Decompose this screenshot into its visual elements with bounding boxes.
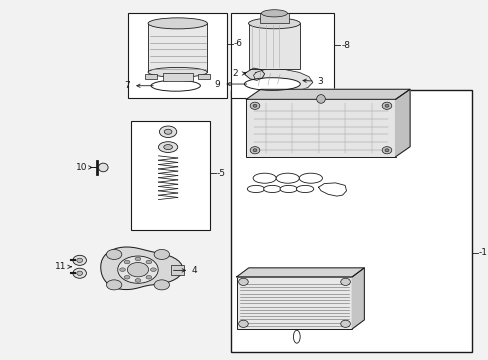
Bar bbox=[246, 99, 395, 157]
Ellipse shape bbox=[77, 271, 82, 275]
Polygon shape bbox=[246, 89, 409, 99]
Ellipse shape bbox=[151, 80, 200, 91]
Ellipse shape bbox=[244, 78, 300, 90]
Ellipse shape bbox=[247, 185, 264, 193]
Ellipse shape bbox=[158, 142, 177, 152]
Bar bbox=[145, 74, 157, 80]
Ellipse shape bbox=[98, 163, 108, 172]
Text: -6: -6 bbox=[233, 39, 243, 48]
Bar bbox=[230, 13, 334, 98]
Ellipse shape bbox=[280, 185, 297, 193]
Ellipse shape bbox=[250, 147, 259, 154]
Text: 11: 11 bbox=[55, 262, 66, 271]
Ellipse shape bbox=[135, 257, 141, 261]
Ellipse shape bbox=[150, 268, 156, 271]
Polygon shape bbox=[351, 268, 364, 329]
Ellipse shape bbox=[135, 279, 141, 282]
Ellipse shape bbox=[124, 275, 130, 279]
Bar bbox=[170, 265, 184, 275]
Text: -8: -8 bbox=[341, 41, 349, 50]
Ellipse shape bbox=[250, 102, 259, 109]
Ellipse shape bbox=[253, 173, 276, 183]
Ellipse shape bbox=[253, 149, 256, 152]
Text: 4: 4 bbox=[173, 266, 197, 275]
Ellipse shape bbox=[163, 145, 172, 150]
Bar bbox=[260, 13, 288, 23]
Ellipse shape bbox=[238, 320, 248, 327]
Text: 10: 10 bbox=[76, 163, 87, 172]
Ellipse shape bbox=[340, 320, 349, 327]
Ellipse shape bbox=[384, 149, 388, 152]
Polygon shape bbox=[236, 268, 364, 277]
Ellipse shape bbox=[118, 256, 158, 283]
Ellipse shape bbox=[154, 280, 169, 290]
Text: 7: 7 bbox=[124, 81, 153, 90]
Text: 2: 2 bbox=[232, 69, 245, 78]
Ellipse shape bbox=[253, 104, 256, 107]
Bar bbox=[230, 90, 471, 352]
Text: -5: -5 bbox=[217, 169, 225, 178]
Ellipse shape bbox=[159, 126, 176, 138]
Ellipse shape bbox=[148, 18, 207, 29]
Bar bbox=[130, 121, 210, 230]
Ellipse shape bbox=[263, 185, 281, 193]
Ellipse shape bbox=[316, 95, 325, 103]
Ellipse shape bbox=[384, 104, 388, 107]
Bar bbox=[236, 277, 351, 329]
Polygon shape bbox=[253, 68, 312, 91]
Bar bbox=[198, 74, 210, 80]
Ellipse shape bbox=[299, 173, 322, 183]
Ellipse shape bbox=[276, 173, 299, 183]
Ellipse shape bbox=[293, 330, 300, 343]
Ellipse shape bbox=[146, 275, 151, 279]
Ellipse shape bbox=[73, 268, 86, 278]
Ellipse shape bbox=[106, 280, 122, 290]
Text: 9: 9 bbox=[214, 80, 246, 89]
Ellipse shape bbox=[164, 129, 172, 134]
Bar bbox=[128, 13, 226, 98]
Text: -1: -1 bbox=[477, 248, 487, 257]
Ellipse shape bbox=[124, 260, 130, 264]
Ellipse shape bbox=[146, 260, 151, 264]
Bar bbox=[163, 73, 192, 81]
Bar bbox=[148, 23, 207, 72]
Ellipse shape bbox=[148, 67, 207, 77]
Ellipse shape bbox=[248, 18, 300, 29]
Ellipse shape bbox=[382, 147, 391, 154]
Ellipse shape bbox=[77, 258, 82, 262]
Polygon shape bbox=[101, 247, 183, 289]
Polygon shape bbox=[395, 89, 409, 157]
Ellipse shape bbox=[340, 278, 349, 285]
Text: 3: 3 bbox=[303, 77, 323, 86]
Ellipse shape bbox=[73, 255, 86, 265]
Polygon shape bbox=[244, 68, 264, 80]
Ellipse shape bbox=[106, 249, 122, 260]
Ellipse shape bbox=[127, 262, 148, 277]
Ellipse shape bbox=[238, 278, 248, 285]
Ellipse shape bbox=[382, 102, 391, 109]
Ellipse shape bbox=[120, 268, 125, 271]
Ellipse shape bbox=[296, 185, 313, 193]
Ellipse shape bbox=[154, 249, 169, 260]
Ellipse shape bbox=[261, 10, 287, 17]
Bar bbox=[248, 23, 300, 69]
